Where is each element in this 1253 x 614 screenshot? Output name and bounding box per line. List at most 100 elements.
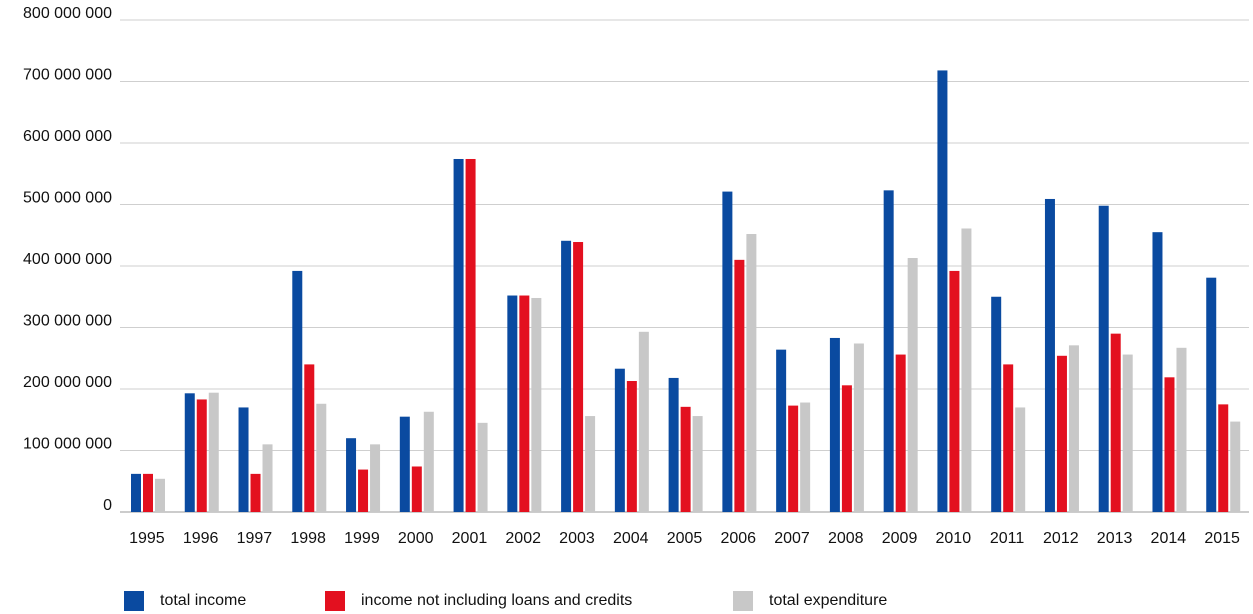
bar-income-not-including-loans-and-credits-2009 — [895, 354, 906, 512]
x-tick-label: 2014 — [1151, 530, 1187, 547]
bar-total-expenditure-2014 — [1176, 347, 1187, 512]
bar-total-income-1997 — [238, 407, 249, 512]
x-tick-label: 2006 — [720, 530, 756, 547]
bar-income-not-including-loans-and-credits-2012 — [1056, 355, 1067, 512]
bar-total-income-1995 — [131, 473, 141, 512]
bar-total-expenditure-1996 — [208, 392, 219, 512]
y-tick-label: 200 000 000 — [23, 374, 112, 391]
bar-total-income-2000 — [399, 416, 410, 512]
chart-legend: total income income not including loans … — [0, 590, 1253, 614]
x-axis-tick-labels: 1995 1996 1997 1998 1999 2000 2001 2002 2003 2004… — [129, 530, 1240, 547]
bar-income-not-including-loans-and-credits-2008 — [841, 385, 852, 512]
x-tick-label: 1998 — [290, 530, 326, 547]
x-tick-label: 2000 — [398, 530, 434, 547]
x-tick-label: 1997 — [237, 530, 273, 547]
bar-total-income-1999 — [346, 438, 357, 512]
bar-total-income-2011 — [991, 296, 1002, 512]
bar-income-not-including-loans-and-credits-1995 — [143, 473, 153, 512]
bar-income-not-including-loans-and-credits-2000 — [411, 466, 422, 512]
bar-income-not-including-loans-and-credits-1998 — [304, 364, 315, 512]
x-tick-label: 2015 — [1204, 530, 1240, 547]
bar-total-expenditure-1998 — [316, 403, 327, 512]
x-tick-label: 2001 — [452, 530, 488, 547]
bar-total-expenditure-2013 — [1122, 354, 1133, 512]
legend-item-total-income: total income — [124, 590, 246, 612]
bar-total-expenditure-2002 — [531, 297, 542, 512]
x-tick-label: 2005 — [667, 530, 703, 547]
bar-total-expenditure-2015 — [1230, 421, 1241, 512]
bar-total-income-2006 — [722, 191, 733, 512]
y-tick-label: 600 000 000 — [23, 128, 112, 145]
bar-total-expenditure-2006 — [746, 234, 757, 512]
bar-total-expenditure-2004 — [638, 331, 649, 512]
x-tick-label: 2012 — [1043, 530, 1079, 547]
bar-total-income-1998 — [292, 270, 303, 512]
x-tick-label: 2011 — [990, 530, 1025, 547]
bar-income-not-including-loans-and-credits-1997 — [250, 473, 261, 512]
bar-total-expenditure-2010 — [961, 228, 972, 513]
legend-label-income-not-including-loans: income not including loans and credits — [361, 592, 633, 609]
bar-total-income-2007 — [776, 349, 787, 512]
bar-total-income-2015 — [1206, 277, 1217, 512]
bar-income-not-including-loans-and-credits-2007 — [788, 405, 799, 512]
bar-total-income-2014 — [1152, 232, 1163, 513]
x-tick-label: 2009 — [882, 530, 918, 547]
x-tick-label: 1996 — [183, 530, 219, 547]
bar-total-income-2009 — [883, 190, 894, 513]
bar-income-not-including-loans-and-credits-2004 — [626, 381, 637, 512]
bar-total-expenditure-2009 — [907, 258, 918, 512]
bar-total-income-1996 — [184, 393, 195, 512]
bar-total-expenditure-1995 — [155, 478, 165, 512]
bar-total-expenditure-1997 — [262, 444, 273, 512]
bar-income-not-including-loans-and-credits-1996 — [196, 399, 207, 512]
legend-swatch-income-not-including-loans — [325, 591, 345, 611]
bar-income-not-including-loans-and-credits-2001 — [465, 158, 476, 513]
legend-label-total-expenditure: total expenditure — [769, 592, 888, 609]
bar-total-income-2013 — [1098, 205, 1109, 513]
bar-total-expenditure-2005 — [692, 416, 703, 512]
y-axis-tick-labels: 0 100 000 000 200 000 000 300 000 000 400 00… — [23, 5, 112, 514]
bar-income-not-including-loans-and-credits-2011 — [1003, 364, 1014, 512]
bar-total-expenditure-2003 — [585, 416, 596, 512]
x-tick-label: 2002 — [505, 530, 541, 547]
bar-income-not-including-loans-and-credits-2005 — [680, 406, 691, 512]
bar-total-income-2004 — [614, 368, 625, 512]
bar-income-not-including-loans-and-credits-2006 — [734, 259, 745, 512]
x-tick-label: 2007 — [774, 530, 810, 547]
bar-total-expenditure-2012 — [1068, 345, 1079, 512]
x-tick-label: 2013 — [1097, 530, 1133, 547]
bar-total-income-2012 — [1044, 198, 1055, 512]
y-tick-label: 700 000 000 — [23, 67, 112, 84]
bar-total-income-2002 — [507, 295, 518, 512]
bar-total-expenditure-2007 — [800, 402, 811, 512]
bar-total-income-2010 — [937, 70, 948, 513]
y-tick-label: 800 000 000 — [23, 5, 112, 22]
bar-total-expenditure-2008 — [853, 343, 864, 512]
bar-total-income-2001 — [453, 158, 464, 513]
bar-income-not-including-loans-and-credits-1999 — [358, 469, 369, 512]
y-tick-label: 300 000 000 — [23, 313, 112, 330]
bar-income-not-including-loans-and-credits-2010 — [949, 270, 960, 512]
y-tick-label: 0 — [103, 497, 112, 514]
bar-total-income-2008 — [829, 337, 840, 512]
legend-label-total-income: total income — [160, 592, 247, 609]
legend-item-total-expenditure: total expenditure — [733, 590, 887, 612]
bar-income-not-including-loans-and-credits-2013 — [1110, 333, 1121, 512]
bars — [131, 70, 1241, 513]
x-tick-label: 2010 — [936, 530, 972, 547]
x-tick-label: 1999 — [344, 530, 380, 547]
x-tick-label: 2003 — [559, 530, 595, 547]
bar-total-expenditure-2001 — [477, 422, 488, 512]
y-tick-label: 400 000 000 — [23, 251, 112, 268]
bar-total-income-2005 — [668, 377, 679, 512]
bar-chart: 0 100 000 000 200 000 000 300 000 000 400 00… — [23, 5, 1249, 547]
bar-total-expenditure-2011 — [1015, 407, 1026, 512]
bar-income-not-including-loans-and-credits-2003 — [573, 242, 584, 512]
x-tick-label: 2004 — [613, 530, 649, 547]
bar-income-not-including-loans-and-credits-2002 — [519, 295, 530, 512]
x-tick-label: 1995 — [129, 530, 165, 547]
y-tick-label: 100 000 000 — [23, 436, 112, 453]
bar-income-not-including-loans-and-credits-2015 — [1218, 404, 1229, 512]
bar-total-income-2003 — [561, 240, 572, 512]
